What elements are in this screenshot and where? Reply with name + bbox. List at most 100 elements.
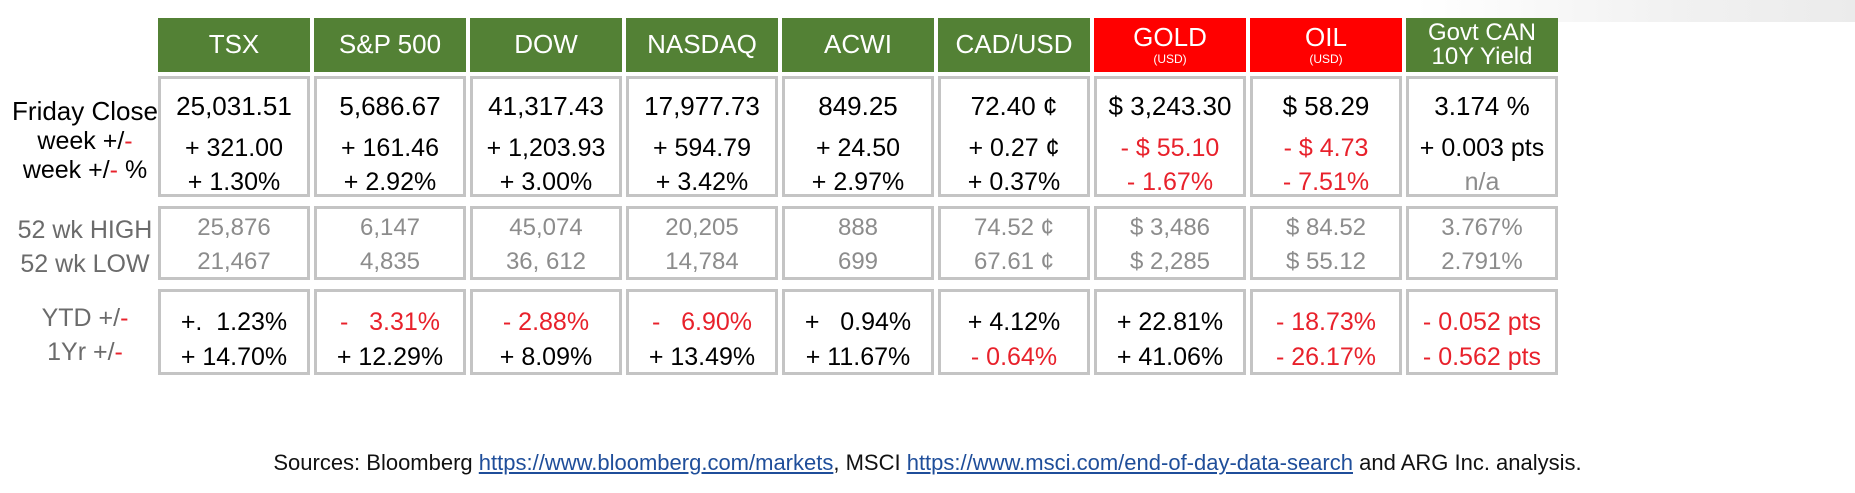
performance-box: - 6.90% + 13.49% bbox=[626, 289, 778, 375]
low-52wk-value: 67.61 ¢ bbox=[973, 248, 1055, 275]
close-week-box: 5,686.67 + 161.46 + 2.92% bbox=[314, 76, 466, 197]
bloomberg-link[interactable]: https://www.bloomberg.com/markets bbox=[478, 450, 834, 475]
one-year-change-value: + 13.49% bbox=[648, 343, 756, 371]
close-week-box: 41,317.43 + 1,203.93 + 3.00% bbox=[470, 76, 622, 197]
low-52wk-value: 699 bbox=[837, 248, 879, 275]
header-title: TSX bbox=[208, 29, 260, 60]
performance-box: + 0.94% + 11.67% bbox=[782, 289, 934, 375]
week-change-value: + 0.003 pts bbox=[1419, 134, 1545, 162]
high-52wk-value: 25,876 bbox=[197, 214, 271, 241]
range-box: 6,147 4,835 bbox=[314, 206, 466, 280]
low-52wk-value: 14,784 bbox=[665, 248, 739, 275]
ytd-change-value: - 2.88% bbox=[502, 308, 590, 336]
header-title: GOLD bbox=[1133, 22, 1207, 53]
header-tsx: TSX bbox=[158, 18, 310, 72]
friday-close-value: 41,317.43 bbox=[488, 91, 604, 121]
range-box: 74.52 ¢ 67.61 ¢ bbox=[938, 206, 1090, 280]
week-change-pct-value: n/a bbox=[1464, 168, 1500, 196]
ytd-change-value: - 6.90% bbox=[651, 308, 753, 336]
high-52wk-value: 3.767% bbox=[1441, 214, 1523, 241]
header-title: Govt CAN bbox=[1427, 19, 1537, 46]
low-52wk-value: $ 2,285 bbox=[1129, 248, 1211, 275]
high-52wk-value: 888 bbox=[837, 214, 879, 241]
week-change-pct-value: + 3.42% bbox=[655, 168, 749, 196]
close-week-box: 25,031.51 + 321.00 + 1.30% bbox=[158, 76, 310, 197]
week-change-value: + 161.46 bbox=[340, 134, 439, 162]
week-change-pct-value: - 1.67% bbox=[1126, 168, 1214, 196]
ytd-change-value: - 0.052 pts bbox=[1422, 308, 1542, 336]
ytd-change-value: + 4.12% bbox=[967, 308, 1061, 336]
row-label-52wk-low: 52 wk LOW bbox=[20, 250, 150, 278]
one-year-change-value: + 14.70% bbox=[180, 343, 288, 371]
one-year-change-value: - 26.17% bbox=[1275, 343, 1377, 371]
week-change-value: + 1,203.93 bbox=[486, 134, 606, 162]
header-acwi: ACWI bbox=[782, 18, 934, 72]
msci-link[interactable]: https://www.msci.com/end-of-day-data-sea… bbox=[906, 450, 1353, 475]
header-title: S&P 500 bbox=[338, 29, 442, 60]
top-fade-decoration bbox=[1415, 0, 1855, 22]
header-unit: (USD) bbox=[1153, 52, 1187, 67]
close-week-box: 17,977.73 + 594.79 + 3.42% bbox=[626, 76, 778, 197]
one-year-change-value: + 8.09% bbox=[499, 343, 593, 371]
high-52wk-value: 20,205 bbox=[665, 214, 739, 241]
header-cad-usd: CAD/USD bbox=[938, 18, 1090, 72]
week-change-pct-value: + 2.97% bbox=[811, 168, 905, 196]
week-change-pct-value: + 0.37% bbox=[967, 168, 1061, 196]
ytd-change-value: +. 1.23% bbox=[180, 308, 288, 336]
range-box: $ 84.52 $ 55.12 bbox=[1250, 206, 1402, 280]
high-52wk-value: $ 3,486 bbox=[1129, 214, 1211, 241]
friday-close-value: 17,977.73 bbox=[644, 91, 760, 121]
row-label-friday-close: Friday Close bbox=[12, 96, 158, 126]
ytd-change-value: + 0.94% bbox=[804, 308, 912, 336]
performance-box: - 0.052 pts - 0.562 pts bbox=[1406, 289, 1558, 375]
close-week-box: 3.174 % + 0.003 pts n/a bbox=[1406, 76, 1558, 197]
header-title: NASDAQ bbox=[647, 29, 757, 60]
low-52wk-value: $ 55.12 bbox=[1285, 248, 1367, 275]
high-52wk-value: 45,074 bbox=[509, 214, 583, 241]
ytd-change-value: + 22.81% bbox=[1116, 308, 1224, 336]
week-change-pct-value: + 2.92% bbox=[343, 168, 437, 196]
low-52wk-value: 36, 612 bbox=[505, 248, 587, 275]
friday-close-value: 25,031.51 bbox=[176, 91, 292, 121]
header-title: CAD/USD bbox=[955, 29, 1073, 60]
header-nasdaq: NASDAQ bbox=[626, 18, 778, 72]
week-change-value: + 594.79 bbox=[652, 134, 751, 162]
header-s-p-500: S&P 500 bbox=[314, 18, 466, 72]
row-label-1yr: 1Yr +/- bbox=[47, 338, 123, 366]
sources-middle: , MSCI bbox=[833, 450, 907, 475]
week-change-value: - $ 55.10 bbox=[1120, 134, 1220, 162]
high-52wk-value: 6,147 bbox=[359, 214, 421, 241]
performance-box: +. 1.23% + 14.70% bbox=[158, 289, 310, 375]
header-oil: OIL (USD) bbox=[1250, 18, 1402, 72]
high-52wk-value: $ 84.52 bbox=[1285, 214, 1367, 241]
low-52wk-value: 2.791% bbox=[1441, 248, 1523, 275]
close-week-box: $ 3,243.30 - $ 55.10 - 1.67% bbox=[1094, 76, 1246, 197]
range-box: 25,876 21,467 bbox=[158, 206, 310, 280]
header-unit: (USD) bbox=[1309, 52, 1343, 67]
ytd-change-value: - 3.31% bbox=[339, 308, 441, 336]
header-title: OIL bbox=[1305, 22, 1347, 53]
friday-close-value: $ 3,243.30 bbox=[1108, 91, 1232, 121]
header-govt-can: Govt CAN 10Y Yield bbox=[1406, 18, 1558, 72]
row-label-ytd: YTD +/- bbox=[41, 304, 129, 332]
header-gold: GOLD (USD) bbox=[1094, 18, 1246, 72]
week-change-pct-value: - 7.51% bbox=[1282, 168, 1370, 196]
week-change-value: + 0.27 ¢ bbox=[968, 134, 1060, 162]
one-year-change-value: + 41.06% bbox=[1116, 343, 1224, 371]
low-52wk-value: 21,467 bbox=[197, 248, 271, 275]
range-box: 20,205 14,784 bbox=[626, 206, 778, 280]
performance-box: + 22.81% + 41.06% bbox=[1094, 289, 1246, 375]
row-label-week-change: week +/- bbox=[37, 127, 133, 155]
one-year-change-value: + 12.29% bbox=[336, 343, 444, 371]
low-52wk-value: 4,835 bbox=[359, 248, 421, 275]
friday-close-value: 849.25 bbox=[818, 91, 898, 121]
sources-suffix: and ARG Inc. analysis. bbox=[1352, 450, 1582, 475]
performance-box: - 3.31% + 12.29% bbox=[314, 289, 466, 375]
friday-close-value: $ 58.29 bbox=[1282, 91, 1370, 121]
friday-close-value: 72.40 ¢ bbox=[970, 91, 1058, 121]
range-box: 3.767% 2.791% bbox=[1406, 206, 1558, 280]
sources-note: Sources: Bloomberg https://www.bloomberg… bbox=[0, 450, 1855, 476]
header-title: DOW bbox=[514, 29, 578, 60]
ytd-change-value: - 18.73% bbox=[1275, 308, 1377, 336]
week-change-value: - $ 4.73 bbox=[1283, 134, 1369, 162]
